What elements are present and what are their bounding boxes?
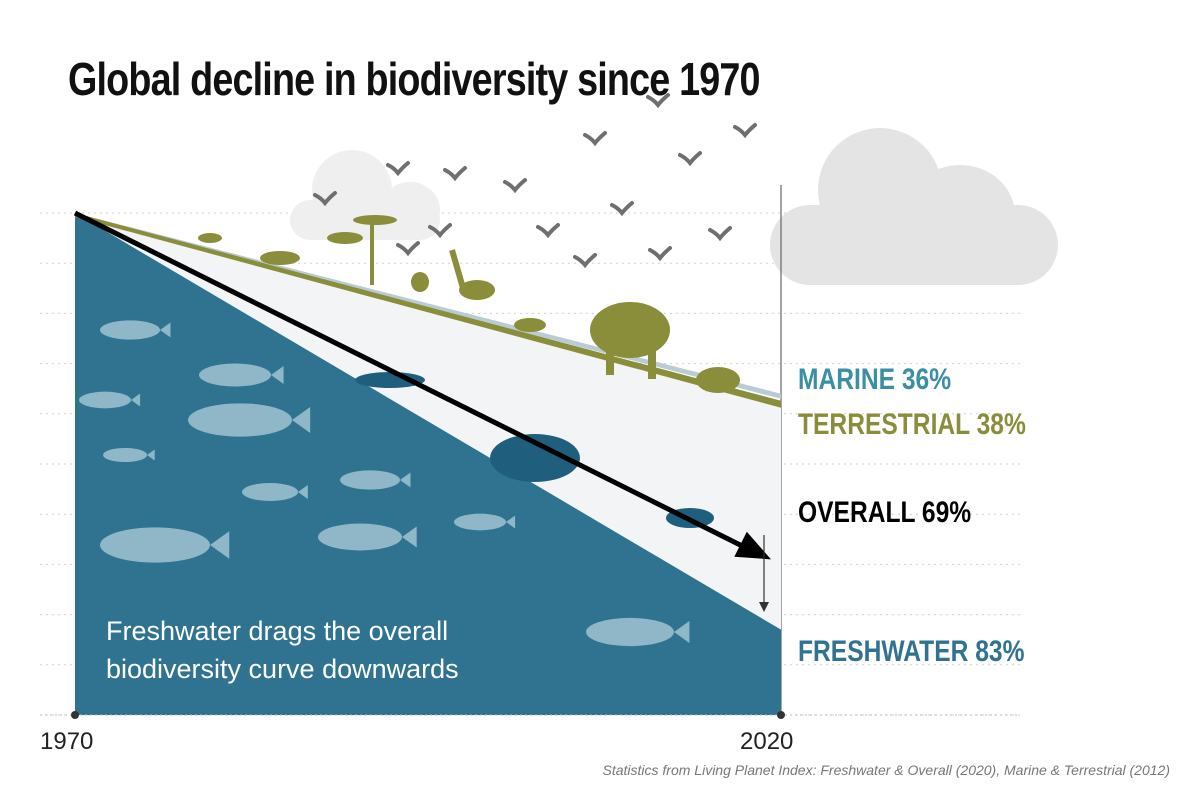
series-areas [75, 213, 781, 715]
bird-icon [583, 131, 607, 147]
x-tick-1970: 1970 [40, 728, 94, 755]
bird-icon [313, 191, 337, 207]
fish-tail-icon [506, 515, 516, 529]
fish-icon [100, 320, 160, 340]
bird-icon [503, 178, 527, 194]
bird-icon [428, 223, 452, 239]
fish-icon [79, 391, 131, 409]
terrestrial-ground [75, 213, 781, 408]
fish-icon [103, 447, 147, 463]
bird-icon [536, 223, 560, 239]
bird-icon [648, 246, 672, 262]
fish-tail-icon [131, 393, 141, 407]
bird-icon [678, 151, 702, 167]
fish-icon [318, 523, 402, 551]
chart-title: Global decline in biodiversity since 197… [68, 53, 761, 105]
butterfly-icon [411, 272, 429, 292]
tree-canopy [327, 232, 363, 244]
freshwater-caption: Freshwater drags the overall biodiversit… [106, 616, 459, 684]
fish-tail-icon [210, 531, 230, 559]
bird-icon [396, 241, 420, 257]
fish-tail-icon [402, 526, 417, 548]
fish-tail-icon [147, 449, 155, 461]
elephant-leg [606, 345, 614, 375]
fish-icon [100, 527, 210, 563]
silhouettes [79, 93, 757, 647]
x-axis-start-dot [71, 711, 79, 719]
rhino-icon [696, 367, 740, 393]
bird-icon [646, 93, 670, 109]
bird-icon [443, 166, 467, 182]
fish-tail-icon [674, 621, 690, 643]
elephant-leg [648, 345, 656, 379]
fish-icon [188, 403, 292, 437]
bird-icon [386, 161, 410, 177]
fish-icon [199, 363, 271, 387]
bird-icon [573, 253, 597, 269]
overall-line [73, 210, 757, 555]
overall-arrowhead [734, 531, 771, 560]
series-label-freshwater: FRESHWATER 83% [798, 635, 1025, 668]
fish-tail-icon [298, 485, 308, 499]
cloud-left-icon [290, 150, 440, 240]
fish-tail-icon [400, 472, 411, 488]
bird-icon [610, 201, 634, 217]
bird-icon [733, 123, 757, 139]
giraffe-neck [449, 249, 466, 289]
giraffe-icon [459, 280, 495, 300]
fish-icon [586, 617, 674, 647]
elephant-icon [590, 302, 670, 358]
series-label-terrestrial: TERRESTRIAL 38% [798, 408, 1026, 441]
marine-band [75, 213, 781, 399]
fish-tail-icon [271, 366, 284, 384]
fish-icon [454, 513, 506, 531]
freshwater-area [75, 213, 781, 715]
cloud-right-icon [770, 128, 1058, 285]
fish-tail-icon [292, 407, 311, 433]
antelope-icon [514, 318, 546, 332]
fish-icon [340, 470, 400, 490]
alligator-icon [355, 372, 425, 388]
hippo-icon [490, 434, 580, 482]
x-axis-end-dot [777, 711, 785, 719]
bird-icon [708, 226, 732, 242]
lion-icon [260, 251, 300, 265]
x-tick-2020: 2020 [740, 728, 794, 755]
series-marks [73, 210, 771, 612]
fish-tail-icon [160, 322, 171, 338]
gazelle-icon [198, 233, 222, 243]
series-label-marine: MARINE 36% [798, 363, 952, 396]
source-note: Statistics from Living Planet Index: Fre… [602, 762, 1171, 778]
series-label-overall: OVERALL 69% [798, 496, 972, 529]
drag-arrow-head [759, 602, 769, 612]
tree-icon [353, 215, 397, 225]
fish-icon [242, 483, 298, 501]
